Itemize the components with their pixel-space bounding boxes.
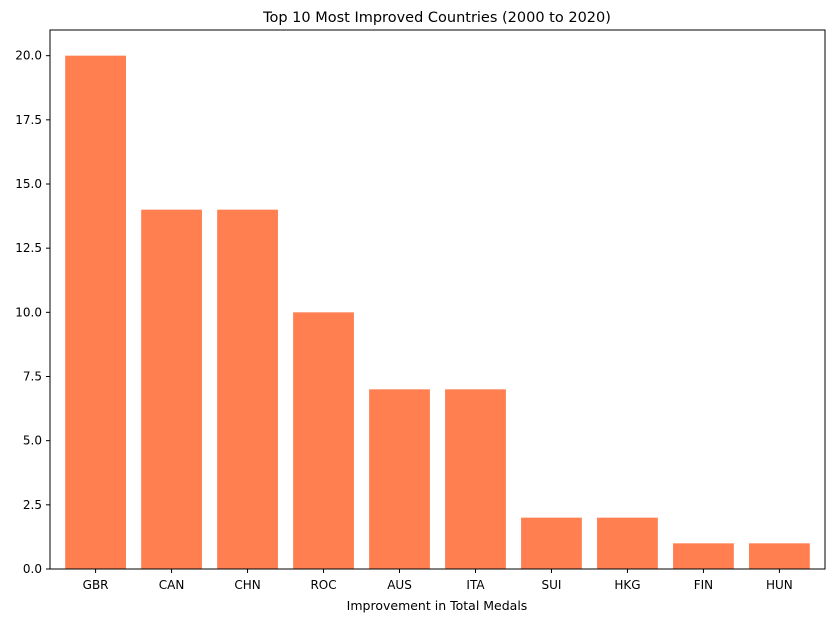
y-tick-label: 10.0 [15, 305, 42, 319]
x-tick-label: ITA [466, 578, 485, 592]
plot-frame [49, 29, 826, 570]
x-tick-label: HKG [614, 578, 640, 592]
y-tick-label: 20.0 [15, 49, 42, 63]
bar-sui [521, 517, 582, 569]
x-tick-label: CHN [234, 578, 260, 592]
x-axis-label: Improvement in Total Medals [347, 598, 528, 613]
bar-can [141, 209, 202, 570]
y-tick-label: 2.5 [23, 498, 42, 512]
bar-hun [749, 543, 810, 569]
bars-layer [65, 55, 810, 570]
y-tick-label: 17.5 [15, 113, 42, 127]
bar-fin [673, 543, 734, 569]
x-axis: GBR CAN CHN ROC AUS ITA SUI HKG FIN HUN [83, 569, 793, 592]
y-tick-label: 0.0 [23, 562, 42, 576]
x-tick-label: GBR [83, 578, 109, 592]
x-tick-label: CAN [159, 578, 185, 592]
y-tick-label: 5.0 [23, 434, 42, 448]
x-tick-label: AUS [387, 578, 412, 592]
y-tick-label: 12.5 [15, 241, 42, 255]
x-tick-label: FIN [694, 578, 713, 592]
y-tick-label: 15.0 [15, 177, 42, 191]
bar-chn [217, 209, 278, 570]
x-tick-label: ROC [310, 578, 336, 592]
y-axis: 0.0 2.5 5.0 7.5 10.0 12.5 15.0 17.5 20.0 [15, 49, 50, 576]
bar-hkg [597, 517, 658, 569]
bar-gbr [65, 55, 126, 570]
x-tick-label: SUI [541, 578, 561, 592]
x-tick-label: HUN [766, 578, 793, 592]
bar-ita [445, 389, 506, 569]
bar-aus [369, 389, 430, 569]
y-tick-label: 7.5 [23, 370, 42, 384]
bar-roc [293, 312, 354, 569]
chart-title: Top 10 Most Improved Countries (2000 to … [262, 10, 611, 26]
